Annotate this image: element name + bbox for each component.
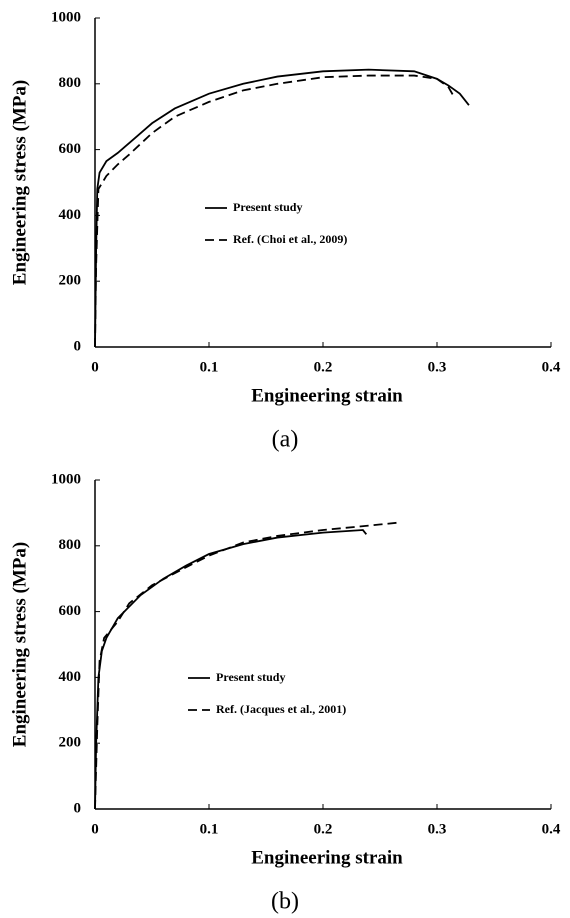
x-axis-label: Engineering strain bbox=[251, 385, 403, 406]
x-tick-label: 0.1 bbox=[200, 821, 219, 837]
y-axis-label: Engineering stress (MPa) bbox=[9, 80, 30, 285]
legend-label: Present study bbox=[216, 670, 285, 684]
y-axis-label: Engineering stress (MPa) bbox=[9, 542, 30, 747]
caption: (a) bbox=[272, 427, 299, 453]
y-tick-label: 600 bbox=[59, 141, 82, 157]
x-tick-label: 0.3 bbox=[428, 821, 447, 837]
y-tick-label: 1000 bbox=[51, 9, 81, 25]
legend-label: Ref. (Jacques et al., 2001) bbox=[216, 702, 346, 716]
y-tick-label: 600 bbox=[59, 603, 82, 619]
series-line bbox=[94, 521, 398, 810]
legend-label: Present study bbox=[233, 200, 302, 214]
x-tick-label: 0.3 bbox=[428, 359, 447, 375]
x-tick-label: 0.2 bbox=[314, 821, 333, 837]
y-tick-label: 800 bbox=[59, 537, 82, 553]
y-tick-label: 400 bbox=[59, 207, 82, 223]
y-tick-label: 200 bbox=[59, 273, 82, 289]
x-tick-label: 0.4 bbox=[542, 821, 561, 837]
y-tick-label: 400 bbox=[59, 669, 82, 685]
legend-label: Ref. (Choi et al., 2009) bbox=[233, 232, 347, 246]
series-line bbox=[94, 74, 455, 348]
caption: (b) bbox=[271, 889, 299, 915]
y-tick-label: 0 bbox=[74, 800, 82, 816]
x-tick-label: 0 bbox=[91, 359, 99, 375]
x-tick-label: 0.4 bbox=[542, 359, 561, 375]
x-tick-label: 0.2 bbox=[314, 359, 333, 375]
y-tick-label: 800 bbox=[59, 75, 82, 91]
y-tick-label: 1000 bbox=[51, 471, 81, 487]
x-tick-label: 0 bbox=[91, 821, 99, 837]
y-tick-label: 0 bbox=[74, 338, 82, 354]
x-axis-label: Engineering strain bbox=[251, 847, 403, 868]
x-tick-label: 0.1 bbox=[200, 359, 219, 375]
y-tick-label: 200 bbox=[59, 735, 82, 751]
